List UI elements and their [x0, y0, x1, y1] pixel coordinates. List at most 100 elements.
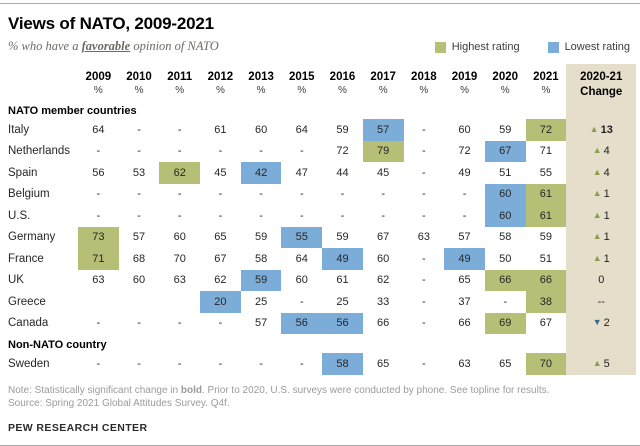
top-divider	[0, 3, 640, 4]
section-row-non-nato-country: Non-NATO country	[8, 334, 637, 353]
up-triangle-icon: ▲	[592, 188, 602, 199]
value-cell-belgium-2019: -	[462, 188, 467, 201]
change-value: 1	[603, 252, 610, 265]
value-cell-uk-2009: 63	[92, 274, 105, 287]
value-cell-canada-2016: 56	[322, 312, 363, 334]
value-cell-canada-2013: 57	[254, 317, 268, 330]
value-cell-uk-2011: 63	[173, 274, 186, 287]
value-cell-uk-2013: 59	[240, 269, 282, 291]
value-cell-belgium-2017: -	[381, 188, 385, 201]
value-cell-sweden-2016: 58	[322, 353, 363, 375]
value-cell-sweden-2019: 63	[458, 357, 471, 370]
value-cell-italy-2012: 61	[214, 123, 227, 136]
value-cell-belgium-2013: -	[259, 188, 263, 201]
value-cell-italy-2017: 57	[362, 119, 404, 141]
table-row-belgium: Belgium - - - - - - - - - -60 61 ▲ 1	[8, 183, 637, 205]
value-cell-sweden-2017: 65	[377, 357, 390, 370]
value-cell-greece-2017: 33	[377, 295, 390, 308]
value-cell-italy-2013: 60	[254, 123, 268, 136]
table-row-italy: Italy 64- -61 60 64 59 57-60 59 72 ▲ 13	[8, 119, 637, 141]
table-row-germany: Germany 73 57 60 65 59 55 59 67 63 57 58 59 ▲ 1	[8, 226, 637, 248]
legend-item-lowest: Lowest rating	[547, 41, 630, 53]
value-cell-uk-2012: 62	[214, 274, 227, 287]
section-row-nato-member-countries: NATO member countries	[8, 100, 637, 119]
percent-symbol-2012: %	[215, 85, 225, 96]
up-triangle-icon: ▲	[592, 357, 602, 368]
table-row-france: France 71 68 70 67 58 64 49 60 - 49 50 51 ▲ 1	[8, 248, 637, 270]
percent-symbol-2011: %	[175, 85, 185, 96]
change-header-line1: 2020-21	[580, 71, 623, 84]
value-cell-italy-2019: 60	[458, 123, 471, 136]
value-cell-sweden-2011: -	[177, 357, 182, 370]
year-header-2010: 2010	[126, 71, 152, 83]
value-cell-germany-2019: 57	[458, 231, 471, 244]
value-cell-spain-2017: 45	[377, 166, 390, 179]
up-triangle-icon: ▲	[592, 252, 602, 263]
year-header-2012: 2012	[207, 71, 234, 83]
value-cell-spain-2015: 47	[295, 166, 308, 179]
percent-symbol-2013: %	[256, 85, 266, 96]
change-cell-greece: --	[566, 291, 637, 313]
change-value: 5	[603, 357, 610, 370]
value-cell-italy-2009: 64	[92, 123, 105, 136]
change-cell-germany: ▲ 1	[566, 226, 637, 248]
value-cell-france-2010: 68	[132, 252, 146, 265]
value-cell-netherlands-2021: 71	[539, 145, 553, 158]
section-header-label: NATO member countries	[8, 105, 137, 117]
value-cell-italy-2020: 59	[499, 123, 512, 136]
value-cell-spain-2009: 56	[92, 166, 105, 179]
change-cell-italy: ▲ 13	[566, 119, 637, 141]
value-cell-netherlands-2012: -	[218, 145, 223, 158]
country-label: Greece	[8, 295, 46, 308]
value-cell-netherlands-2013: -	[259, 145, 263, 158]
value-cell-spain-2021: 55	[539, 166, 553, 179]
value-cell-france-2013: 58	[254, 252, 268, 265]
year-header-2019: 2019	[451, 71, 478, 83]
value-cell-belgium-2015: -	[299, 188, 304, 201]
value-cell-canada-2017: 66	[377, 317, 390, 330]
value-cell-greece-2013: 25	[254, 295, 268, 308]
country-label: Belgium	[8, 188, 50, 201]
percent-symbol-2009: %	[93, 85, 103, 96]
change-value: 13	[600, 123, 613, 136]
value-cell-germany-2011: 60	[173, 231, 186, 244]
value-cell-canada-2009: -	[96, 317, 101, 330]
value-cell-france-2015: 64	[295, 252, 308, 265]
value-cell-greece-2019: 37	[458, 295, 471, 308]
country-label: France	[8, 252, 44, 265]
value-cell-spain-2020: 51	[499, 166, 512, 179]
footnote: Note: Statistically significant change i…	[8, 384, 550, 396]
change-value: 0	[598, 274, 605, 287]
value-cell-spain-2018: -	[422, 166, 426, 179]
value-cell-greece-2020: -	[503, 295, 508, 308]
subtitle-prefix: % who have a	[8, 39, 82, 53]
value-cell-spain-2012: 45	[214, 166, 227, 179]
percent-symbol-2020: %	[500, 85, 510, 96]
value-cell-spain-2016: 44	[336, 166, 349, 179]
value-cell-france-2016: 49	[322, 248, 363, 270]
change-cell-france: ▲ 1	[566, 248, 637, 270]
country-label: UK	[8, 274, 24, 287]
value-cell-belgium-2010: -	[137, 188, 141, 201]
value-cell-netherlands-2017: 79	[362, 140, 404, 162]
value-cell-belgium-2018: -	[422, 188, 426, 201]
change-value: 1	[603, 231, 610, 244]
value-cell-france-2009: 71	[78, 248, 119, 270]
value-cell-greece-2015: -	[299, 295, 304, 308]
value-cell-italy-2016: 59	[336, 123, 349, 136]
year-header-2013: 2013	[248, 71, 274, 83]
value-cell-sweden-2012: -	[218, 357, 223, 370]
value-cell-sweden-2013: -	[259, 357, 263, 370]
change-cell-belgium: ▲ 1	[566, 183, 637, 205]
percent-symbol-2021: %	[541, 85, 551, 96]
subtitle-suffix: opinion of NATO	[130, 39, 219, 53]
value-cell-belgium-2009: -	[96, 188, 101, 201]
table-row-greece: Greece 20 25 - 25 33 - 37 - 38 --	[8, 291, 637, 313]
value-cell-italy-2011: -	[177, 123, 182, 136]
value-cell-belgium-2011: -	[177, 188, 182, 201]
value-cell-france-2012: 67	[214, 252, 227, 265]
table-row-uk: UK 63 60 63 62 59 60 61 62 - 65 66 66 0	[8, 269, 637, 291]
year-header-2021: 2021	[533, 71, 559, 83]
change-value: --	[597, 295, 605, 308]
value-cell-u-s-2016: -	[340, 209, 345, 222]
